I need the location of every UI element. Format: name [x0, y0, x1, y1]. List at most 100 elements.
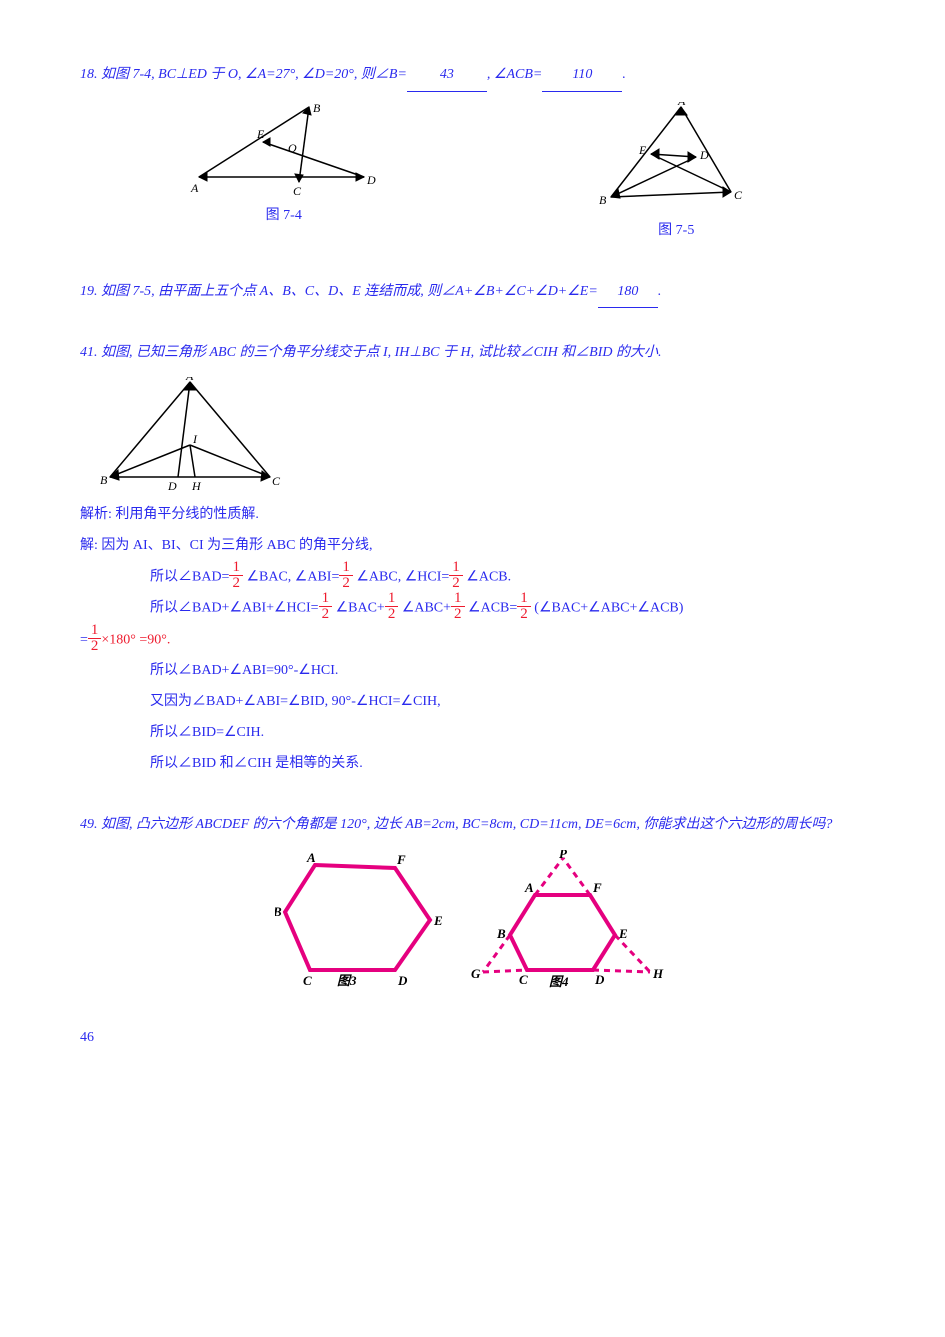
p49-figures-row: A F E D C B 图3	[80, 850, 865, 1000]
p18-math-a: BC⊥ED 于 O, ∠A=27°, ∠D=20°	[158, 67, 354, 82]
svg-text:A: A	[677, 102, 686, 108]
svg-text:C: C	[303, 973, 312, 988]
p41-sol-9: 所以∠BID 和∠CIH 是相等的关系.	[80, 749, 865, 780]
p19-text-a: 如图 7-5, 由平面上五个点 A、B、C、D、E 连结而成, 则∠A+∠B+∠…	[101, 284, 598, 299]
svg-text:E: E	[618, 926, 628, 941]
p41-sol-8: 所以∠BID=∠CIH.	[80, 718, 865, 749]
svg-text:D: D	[366, 173, 376, 187]
svg-text:I: I	[192, 432, 198, 446]
svg-text:D: D	[594, 972, 605, 987]
p41-sol-4e: (∠BAC+∠ABC+∠ACB)	[534, 601, 683, 616]
p41-sol-4a: 所以∠BAD+∠ABI+∠HCI=	[150, 601, 319, 616]
svg-text:B: B	[599, 193, 607, 207]
frac-1-2-c: 12	[449, 560, 463, 591]
p41-sol-4d: ∠ACB=	[468, 601, 517, 616]
p41-label: 41.	[80, 345, 98, 360]
fig-7-5-block: A B C D E 图 7-5	[596, 102, 756, 247]
p18-text-d: .	[622, 67, 626, 82]
p19-label: 19.	[80, 284, 98, 299]
fig-41-block: A B C I D H	[100, 377, 865, 492]
frac-1-2-f: 12	[451, 591, 465, 622]
svg-text:D: D	[699, 148, 709, 162]
svg-text:B: B	[496, 926, 506, 941]
svg-text:E: E	[638, 143, 647, 157]
fig-49-left-svg: A F E D C B 图3	[275, 850, 455, 1000]
fig-49-right-svg: A F E D C B P G H 图4	[465, 850, 670, 1000]
problem-49: 49. 如图, 凸六边形 ABCDEF 的六个角都是 120°, 边长 AB=2…	[80, 810, 865, 1001]
svg-text:B: B	[275, 904, 282, 919]
frac-1-2-g: 12	[517, 591, 531, 622]
svg-text:H: H	[652, 966, 664, 981]
p41-sol-4: 所以∠BAD+∠ABI+∠HCI=12 ∠BAC+12 ∠ABC+12 ∠ACB…	[80, 593, 865, 625]
p41-sol-4c: ∠ABC+	[402, 601, 451, 616]
p18-figures-row: A B C D E O 图 7-4	[80, 102, 865, 247]
frac-1-2-d: 12	[319, 591, 333, 622]
p18-text-a: 如图 7-4,	[101, 67, 158, 82]
fig-49-right-block: A F E D C B P G H 图4	[465, 850, 670, 1000]
fig-49-left-caption: 图3	[337, 973, 357, 988]
p41-sol-3b: ∠BAC, ∠ABI=	[246, 570, 339, 585]
svg-text:F: F	[396, 852, 406, 867]
fig-41-svg: A B C I D H	[100, 377, 285, 492]
svg-text:D: D	[397, 973, 408, 988]
svg-text:E: E	[256, 127, 265, 141]
problem-18: 18. 如图 7-4, BC⊥ED 于 O, ∠A=27°, ∠D=20°, 则…	[80, 60, 865, 247]
problem-19-text: 19. 如图 7-5, 由平面上五个点 A、B、C、D、E 连结而成, 则∠A+…	[80, 284, 661, 299]
p49-text-a: 如图, 凸六边形 ABCDEF 的六个角都是 120°, 边长 AB=2cm, …	[101, 817, 832, 832]
p41-sol-7: 又因为∠BAD+∠ABI=∠BID, 90°-∠HCI=∠CIH,	[80, 687, 865, 718]
p41-sol-5a: =	[80, 633, 88, 648]
fig-7-5-svg: A B C D E	[596, 102, 756, 212]
fig-7-4-svg: A B C D E O	[189, 102, 379, 197]
p18-ans-c: 110	[542, 60, 622, 92]
frac-1-2-h: 12	[88, 623, 102, 654]
p19-text-b: .	[658, 284, 662, 299]
p41-sol-1: 解析: 利用角平分线的性质解.	[80, 500, 865, 531]
svg-text:P: P	[559, 850, 568, 861]
svg-text:A: A	[185, 377, 194, 383]
p41-sol-5b: ×180° =90°.	[101, 633, 170, 648]
svg-text:A: A	[524, 880, 534, 895]
frac-1-2-e: 12	[385, 591, 399, 622]
svg-text:B: B	[313, 102, 321, 115]
p41-sol-5: =12×180° =90°.	[80, 625, 865, 657]
svg-text:A: A	[190, 181, 199, 195]
p41-sol-3a: 所以∠BAD=	[150, 570, 229, 585]
svg-text:C: C	[734, 188, 743, 202]
p41-sol-4b: ∠BAC+	[336, 601, 385, 616]
problem-41: 41. 如图, 已知三角形 ABC 的三个角平分线交于点 I, IH⊥BC 于 …	[80, 338, 865, 779]
svg-text:E: E	[433, 913, 443, 928]
p41-text-a: 如图, 已知三角形 ABC 的三个角平分线交于点 I, IH⊥BC 于 H, 试…	[101, 345, 662, 360]
svg-text:A: A	[306, 850, 316, 865]
frac-1-2-b: 12	[339, 560, 353, 591]
p18-text-b: , 则∠B=	[354, 67, 407, 82]
svg-text:C: C	[293, 184, 302, 197]
p41-sol-3c: ∠ABC, ∠HCI=	[356, 570, 449, 585]
fig-49-left-block: A F E D C B 图3	[275, 850, 455, 1000]
p18-text-c: , ∠ACB=	[487, 67, 542, 82]
svg-text:G: G	[471, 966, 481, 981]
p41-sol-3: 所以∠BAD=12 ∠BAC, ∠ABI=12 ∠ABC, ∠HCI=12 ∠A…	[80, 562, 865, 594]
page-footer: 46	[80, 1030, 865, 1046]
svg-text:O: O	[288, 141, 297, 155]
svg-text:F: F	[592, 880, 602, 895]
problem-49-stem: 49. 如图, 凸六边形 ABCDEF 的六个角都是 120°, 边长 AB=2…	[80, 810, 865, 841]
frac-1-2-a: 12	[229, 560, 243, 591]
p49-label: 49.	[80, 817, 98, 832]
problem-41-stem: 41. 如图, 已知三角形 ABC 的三个角平分线交于点 I, IH⊥BC 于 …	[80, 338, 865, 369]
svg-text:C: C	[272, 474, 281, 488]
fig-7-4-block: A B C D E O 图 7-4	[189, 102, 379, 247]
svg-text:B: B	[100, 473, 108, 487]
p19-ans: 180	[598, 277, 658, 309]
fig-7-4-caption: 图 7-4	[189, 201, 379, 232]
p18-label: 18.	[80, 67, 98, 82]
svg-text:D: D	[167, 479, 177, 492]
svg-text:C: C	[519, 972, 528, 987]
p41-sol-6: 所以∠BAD+∠ABI=90°-∠HCI.	[80, 656, 865, 687]
p41-sol-3d: ∠ACB.	[466, 570, 511, 585]
p41-sol-2: 解: 因为 AI、BI、CI 为三角形 ABC 的角平分线,	[80, 531, 865, 562]
problem-18-text: 18. 如图 7-4, BC⊥ED 于 O, ∠A=27°, ∠D=20°, 则…	[80, 67, 626, 82]
svg-text:H: H	[191, 479, 202, 492]
problem-19: 19. 如图 7-5, 由平面上五个点 A、B、C、D、E 连结而成, 则∠A+…	[80, 277, 865, 309]
fig-49-right-caption: 图4	[549, 974, 569, 989]
fig-7-5-caption: 图 7-5	[596, 216, 756, 247]
